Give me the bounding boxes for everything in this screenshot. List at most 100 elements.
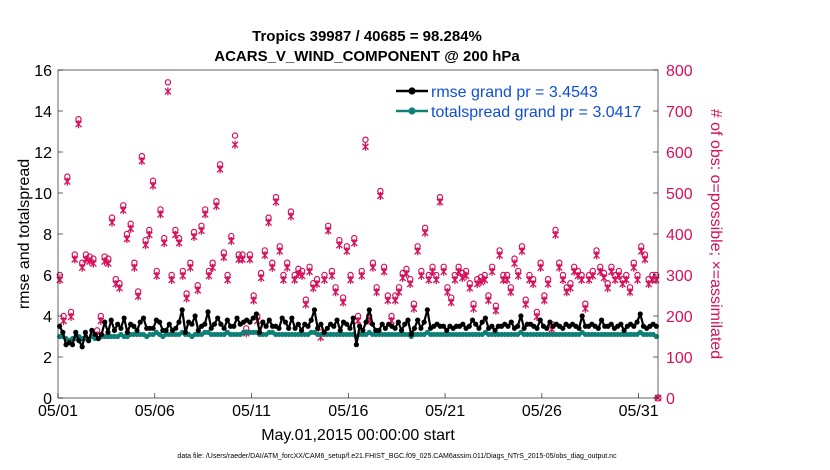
- rmse-point: [218, 321, 224, 327]
- obs-assimilated-point: [75, 120, 82, 129]
- rmse-point: [179, 307, 185, 313]
- rmse-point: [231, 323, 237, 329]
- rmse-point: [508, 319, 514, 325]
- obs-assimilated-point: [220, 253, 228, 262]
- y-left-tick-label: 4: [43, 309, 52, 326]
- rmse-point: [221, 325, 227, 331]
- rmse-point: [118, 325, 124, 331]
- obs-assimilated-point: [302, 300, 310, 309]
- rmse-point: [111, 327, 118, 333]
- obs-assimilated-point: [384, 296, 392, 305]
- obs-assimilated-point: [272, 198, 280, 207]
- obs-assimilated-point: [212, 202, 220, 211]
- rmse-point: [347, 325, 353, 331]
- y-right-tick-label: 300: [666, 268, 693, 285]
- obs-assimilated-point: [578, 276, 586, 284]
- obs-assimilated-point: [369, 263, 377, 272]
- obs-assimilated-point: [429, 267, 436, 276]
- y-right-tick-label: 400: [666, 227, 693, 244]
- rmse-point: [337, 327, 343, 333]
- obs-assimilated-point: [198, 226, 205, 235]
- chart-subtitle: ACARS_V_WIND_COMPONENT @ 200 hPa: [214, 48, 520, 65]
- obs-assimilated-point: [224, 276, 232, 284]
- obs-assimilated-point: [190, 232, 198, 241]
- obs-assimilated-point: [484, 296, 492, 305]
- obs-assimilated-point: [458, 273, 466, 282]
- rmse-point: [224, 317, 230, 323]
- obs-assimilated-point: [417, 271, 425, 280]
- obs-assimilated-point: [540, 296, 548, 305]
- obs-assimilated-point: [443, 288, 451, 297]
- rmse-point: [598, 317, 605, 323]
- rmse-point: [331, 323, 337, 329]
- obs-assimilated-point: [421, 228, 429, 237]
- rmse-point: [579, 313, 585, 319]
- rmse-point: [476, 325, 482, 331]
- obs-assimilated-point: [600, 273, 608, 282]
- obs-assimilated-point: [376, 191, 384, 200]
- rmse-point: [253, 311, 259, 317]
- rmse-point: [492, 327, 498, 333]
- obs-assimilated-point: [380, 267, 388, 276]
- obs-assimilated-point: [593, 251, 600, 260]
- obs-assimilated-point: [257, 273, 265, 282]
- rmse-point: [402, 321, 408, 327]
- y-right-tick-label: 700: [666, 104, 693, 121]
- obs-assimilated-point: [518, 247, 526, 256]
- obs-assimilated-point: [473, 280, 481, 289]
- rmse-point: [79, 344, 85, 350]
- rmse-point: [440, 323, 447, 329]
- rmse-point: [382, 325, 389, 331]
- rmse-point: [163, 327, 169, 333]
- obs-assimilated-point: [514, 271, 522, 280]
- rmse-point: [95, 335, 101, 342]
- y-left-tick-label: 2: [43, 350, 52, 367]
- y-right-tick-label: 600: [666, 145, 693, 162]
- y-left-tick-label: 14: [34, 104, 52, 121]
- rmse-point: [424, 307, 430, 313]
- rmse-point: [60, 329, 66, 335]
- rmse-point: [137, 319, 143, 325]
- obs-assimilated-point: [529, 280, 537, 289]
- x-tick-label: 05/21: [425, 403, 465, 420]
- rmse-point: [195, 327, 201, 333]
- obs-assimilated-point: [332, 288, 340, 297]
- obs-assimilated-point: [596, 267, 604, 276]
- rmse-point: [260, 319, 266, 325]
- obs-assimilated-point: [78, 263, 86, 272]
- rmse-point: [418, 325, 424, 331]
- obs-assimilated-point: [101, 257, 109, 266]
- y-left-tick-label: 12: [34, 145, 52, 162]
- rmse-point: [408, 331, 414, 338]
- rmse-point: [82, 329, 89, 335]
- y-left-tick-label: 16: [34, 63, 52, 80]
- obs-assimilated-point: [328, 271, 336, 280]
- obs-assimilated-point: [246, 255, 254, 264]
- obs-assimilated-point: [470, 304, 477, 313]
- obs-assimilated-point: [589, 271, 597, 280]
- obs-assimilated-point: [201, 210, 209, 219]
- rmse-point: [576, 325, 582, 331]
- y-axis-right-label: # of obs: o=possible; ×=assimilated: [707, 109, 724, 359]
- rmse-point: [282, 319, 289, 325]
- obs-assimilated-point: [559, 276, 567, 284]
- obs-assimilated-point: [227, 237, 235, 246]
- legend-label-rmse: rmse grand pr = 3.4543: [431, 84, 598, 101]
- obs-assimilated-point: [503, 276, 511, 284]
- obs-assimilated-point: [488, 267, 496, 276]
- x-tick-label: 05/26: [522, 403, 562, 420]
- rmse-point: [324, 325, 330, 331]
- obs-assimilated-point: [145, 230, 153, 239]
- obs-assimilated-point: [183, 294, 191, 303]
- obs-assimilated-point: [127, 224, 135, 233]
- obs-assimilated-point: [537, 263, 545, 272]
- rmse-point: [121, 315, 127, 321]
- obs-assimilated-point: [373, 288, 381, 297]
- rmse-point: [157, 319, 163, 325]
- rmse-point: [482, 315, 489, 321]
- rmse-point: [202, 321, 208, 327]
- obs-assimilated-point: [477, 278, 485, 287]
- rmse-point: [521, 325, 527, 331]
- rmse-point: [460, 321, 466, 327]
- rmse-point: [134, 327, 140, 333]
